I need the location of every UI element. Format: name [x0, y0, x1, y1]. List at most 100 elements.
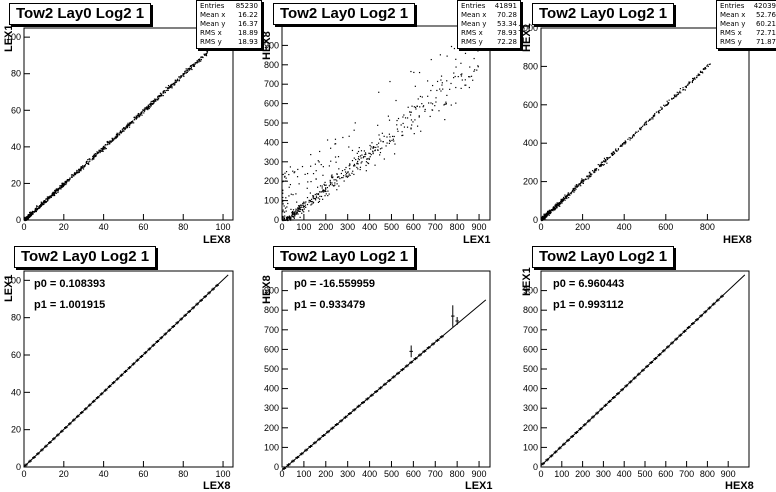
data-point [365, 153, 367, 155]
stats-value: 41891 [494, 2, 517, 10]
stats-value: 78.93 [496, 29, 517, 37]
data-point [322, 198, 324, 200]
data-point [329, 181, 331, 183]
data-point [314, 197, 316, 199]
data-point [308, 201, 310, 203]
data-point [157, 97, 159, 99]
stats-row: RMS y 18.93 [200, 38, 258, 47]
data-point [380, 140, 382, 142]
data-point [193, 65, 196, 67]
data-point [74, 171, 76, 174]
stats-label: RMS x [720, 29, 742, 37]
x-tick-label: 60 [138, 222, 148, 232]
data-point [328, 165, 330, 167]
y-tick-label: 200 [264, 423, 279, 433]
data-point [593, 171, 595, 174]
data-point [292, 219, 294, 221]
data-point [603, 163, 605, 166]
data-point [343, 180, 345, 182]
data-point [71, 176, 73, 178]
stats-value: 18.89 [237, 29, 258, 37]
data-point [567, 192, 569, 194]
data-point [80, 166, 83, 168]
data-point [82, 168, 85, 170]
data-point [338, 185, 340, 187]
data-point [402, 134, 404, 136]
data-point [392, 138, 394, 140]
y-tick-label: 0 [274, 462, 279, 472]
data-point [188, 67, 191, 69]
y-tick-label: 400 [523, 138, 538, 148]
data-point [334, 143, 336, 145]
data-point [62, 185, 64, 188]
data-point [205, 53, 207, 56]
data-point [602, 164, 604, 166]
data-point [282, 217, 284, 219]
data-point [299, 204, 302, 206]
data-point [154, 100, 157, 102]
data-point [315, 178, 317, 180]
data-point [179, 76, 181, 78]
data-point [329, 179, 331, 182]
data-point [295, 208, 297, 210]
data-point [464, 79, 466, 81]
stats-value: 53.34 [496, 20, 517, 28]
data-point [469, 66, 471, 68]
data-point [138, 115, 140, 117]
data-point [330, 160, 332, 162]
data-point [338, 176, 340, 178]
x-tick-label: 100 [554, 469, 569, 479]
data-point [321, 187, 323, 189]
data-point [336, 183, 338, 185]
data-point [553, 207, 555, 209]
data-point [36, 208, 38, 210]
y-tick-label: 900 [523, 286, 538, 296]
data-point [335, 161, 337, 163]
data-point [317, 193, 320, 195]
data-point [389, 140, 391, 143]
data-point [36, 207, 38, 210]
stats-value: 52.76 [755, 11, 776, 19]
data-point [631, 135, 634, 137]
data-point [324, 181, 326, 184]
data-point [332, 176, 334, 178]
data-point [549, 210, 552, 213]
data-point [69, 178, 71, 180]
x-tick-label: 0 [279, 222, 284, 232]
data-point [175, 81, 177, 83]
data-point [283, 205, 285, 207]
data-point [541, 218, 543, 220]
data-point [617, 149, 620, 151]
data-point [586, 175, 588, 177]
data-point [288, 173, 290, 176]
data-point [379, 138, 381, 140]
data-point [47, 196, 49, 198]
data-point [365, 161, 368, 163]
data-point [112, 139, 115, 141]
data-point [153, 99, 155, 102]
data-point [121, 131, 123, 133]
data-point [385, 145, 387, 147]
data-point [363, 156, 365, 158]
data-point [322, 190, 324, 192]
data-point [301, 165, 304, 168]
data-point [52, 195, 54, 197]
data-point [348, 165, 350, 167]
data-point [333, 185, 335, 187]
data-point [449, 88, 451, 90]
data-point [356, 166, 358, 169]
data-point [382, 141, 384, 143]
data-point [317, 201, 320, 203]
plot-svg: 0 100 200 300 400 500 600 700 800 900 0 100 200 300 40… [264, 25, 491, 232]
data-point [416, 125, 419, 127]
fit-p1: p1 = 1.001915 [34, 299, 106, 311]
data-point [30, 211, 32, 213]
data-point [184, 72, 186, 74]
data-point [352, 170, 354, 172]
x-tick-label: 800 [700, 222, 715, 232]
data-point [556, 203, 559, 205]
y-axis-title: HEX8 [261, 31, 273, 60]
data-point [80, 170, 82, 172]
data-point [600, 164, 602, 166]
data-point [24, 219, 26, 221]
